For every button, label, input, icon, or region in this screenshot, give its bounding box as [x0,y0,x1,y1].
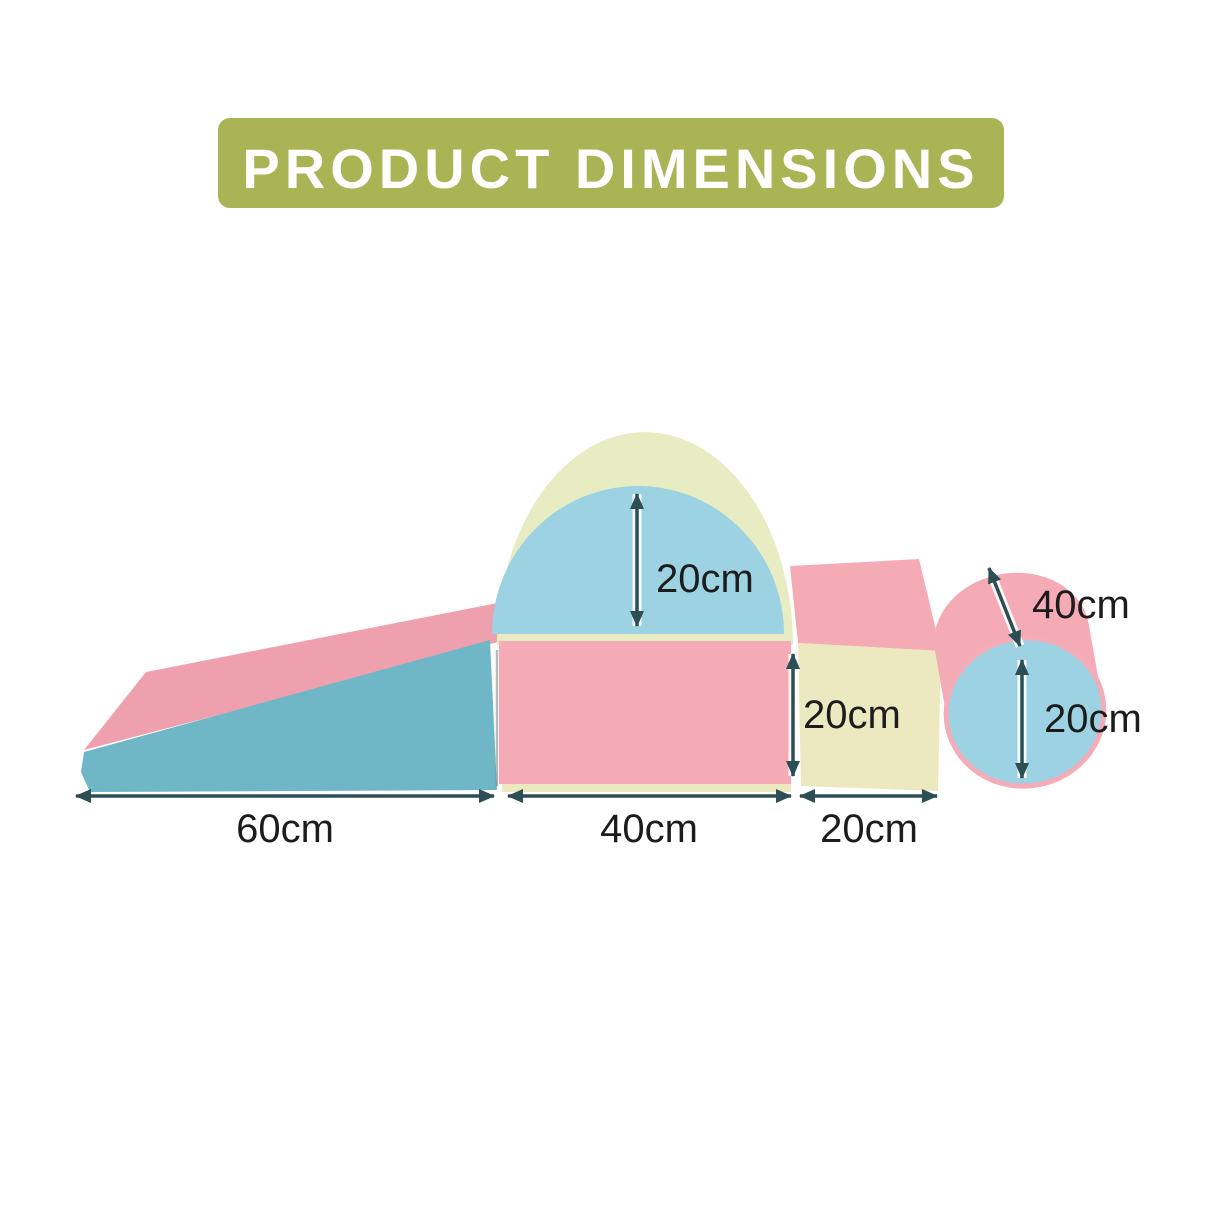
banner-background [218,118,1004,208]
ramp-length-label: 60cm [236,807,334,851]
ramp-side-face [81,640,497,792]
step-cube [790,559,941,791]
step-top-face [790,559,941,651]
banner-title: PRODUCT DIMENSIONS [242,137,979,200]
ramp-wedge [81,601,508,792]
step-height-label: 20cm [803,693,901,737]
banner: PRODUCT DIMENSIONS [218,118,1004,208]
dimension-labels: 20cm 20cm 40cm 20cm 60cm 40cm 20cm [236,557,1142,851]
arch-block [492,432,793,792]
arch-height-label: 20cm [656,557,754,601]
block-front-face [499,641,791,784]
step-front-face [798,643,941,791]
roller-diameter-label: 20cm [1044,697,1142,741]
roller-length-arrow [987,567,1022,647]
ramp-top-face [84,601,508,750]
block-length-label: 40cm [600,807,698,851]
roller-length-label: 40cm [1032,583,1130,627]
dimension-arrows [75,493,1029,803]
step-length-label: 20cm [820,807,918,851]
